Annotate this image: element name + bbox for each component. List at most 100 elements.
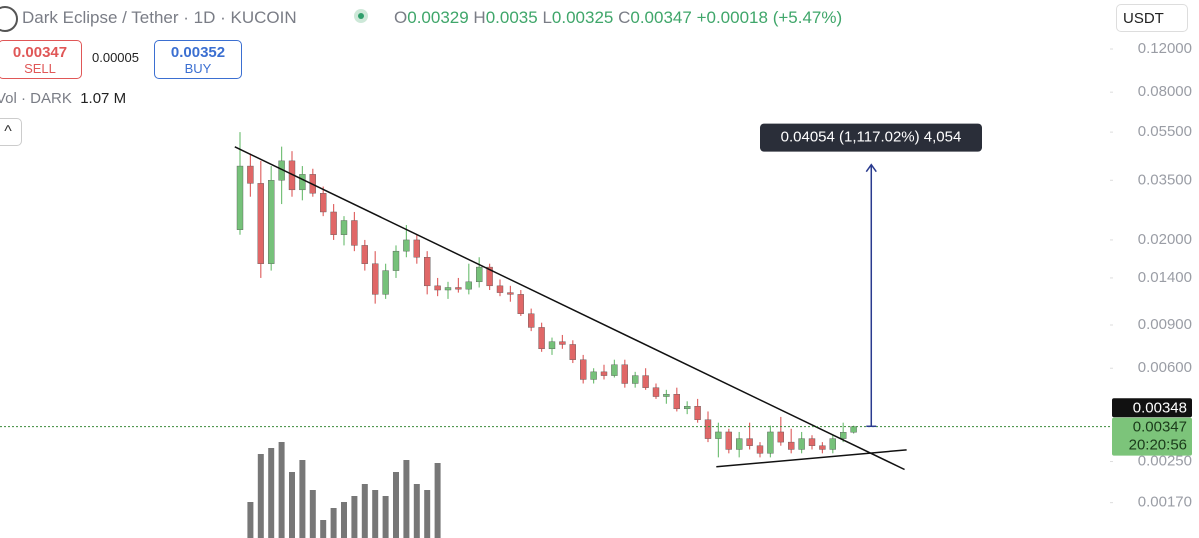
measure-label: 0.04054 (1,117.02%) 4,054 — [781, 129, 962, 146]
volume-bar — [413, 484, 420, 538]
candle-body — [788, 441, 795, 450]
candle-body — [382, 270, 389, 295]
buy-button[interactable]: 0.00352 BUY — [154, 40, 242, 79]
volume-bar — [424, 490, 431, 538]
candle-body — [403, 239, 410, 252]
measure-arrowhead — [865, 163, 877, 173]
volume-bar — [434, 463, 441, 538]
y-tick-label: 0.02000 — [1138, 231, 1192, 248]
candle-body — [538, 327, 545, 350]
volume-bar — [372, 490, 379, 538]
o-value: 0.00329 — [407, 8, 469, 27]
candle-body — [268, 180, 275, 264]
volume-bar — [320, 520, 327, 538]
candle-body — [559, 341, 566, 345]
c-label: C — [618, 8, 631, 27]
candle-body — [725, 431, 732, 450]
volume-bar — [393, 472, 399, 538]
candle-body — [548, 341, 556, 350]
candle-body — [444, 287, 452, 291]
candle-body — [528, 313, 535, 328]
candle-body — [434, 285, 441, 291]
candle-body — [704, 419, 712, 439]
candle-body — [413, 239, 420, 258]
logo — [0, 6, 18, 32]
candle-body — [600, 371, 608, 376]
y-tick-label: 0.08000 — [1138, 83, 1192, 100]
o-label: O — [394, 8, 408, 27]
candle-body — [694, 406, 701, 420]
candle-body — [372, 263, 379, 295]
price-tag-box — [1112, 398, 1192, 418]
volume-bar — [299, 460, 306, 538]
candle-body — [632, 375, 639, 384]
sell-label: SELL — [24, 61, 56, 76]
candle-body — [611, 364, 618, 376]
measure-label-box — [760, 123, 982, 152]
candle-body — [424, 257, 431, 287]
candle-body — [829, 438, 836, 450]
volume-bar — [289, 472, 295, 538]
spread: 0.00005 — [92, 50, 139, 65]
h-label: H — [473, 8, 486, 27]
c-value: 0.00347 — [630, 8, 692, 27]
volume-bar — [268, 448, 275, 538]
volume-bar — [278, 442, 285, 538]
volume-bar — [403, 460, 410, 538]
change: +0.00018 — [696, 8, 768, 27]
vol-value: 1.07 M — [80, 90, 127, 107]
volume-bar — [247, 502, 254, 538]
candle-body — [247, 165, 254, 184]
candle-body — [850, 426, 857, 433]
vol-label: Vol · DARK — [0, 90, 72, 107]
currency-select[interactable]: USDT — [1116, 4, 1188, 32]
volume-bar — [341, 502, 347, 538]
y-tick-label: 0.00600 — [1138, 359, 1192, 376]
l-label: L — [542, 8, 552, 27]
trend-line — [234, 146, 905, 471]
candle-body — [257, 183, 264, 264]
candle-body — [777, 431, 784, 443]
collapse-button[interactable]: ^ — [0, 118, 22, 146]
candle-body — [808, 438, 816, 446]
y-tick-label: 0.03500 — [1138, 171, 1192, 188]
l-value: 0.00325 — [551, 8, 614, 27]
candle-body — [819, 445, 826, 450]
candle-body — [590, 371, 597, 380]
candle-body — [746, 438, 753, 446]
volume-bar — [330, 508, 337, 538]
candle-body — [621, 364, 628, 384]
candle-body — [767, 431, 774, 454]
candle-body — [642, 375, 649, 388]
candle-body — [486, 266, 493, 287]
candle-body — [673, 394, 680, 410]
candle-body — [236, 165, 244, 230]
candle-body — [299, 174, 306, 191]
symbol[interactable]: Dark Eclipse / Tether · 1D · KUCOIN — [22, 8, 297, 27]
candle-body — [496, 285, 504, 293]
candle-body — [715, 431, 722, 439]
ohlc: O0.00329 H0.0035 L0.00325 C0.00347 +0.00… — [394, 8, 842, 28]
candle-body — [320, 193, 327, 213]
buy-label: BUY — [184, 61, 212, 76]
last-price-box — [1112, 417, 1192, 456]
candle-body — [351, 220, 358, 246]
candle-body — [684, 406, 691, 410]
candle-body — [756, 445, 764, 454]
candle-body — [517, 294, 524, 314]
volume-bar — [257, 454, 264, 538]
candle-body — [455, 287, 462, 290]
volume-bar — [351, 496, 358, 538]
y-tick-label: 0.01400 — [1138, 269, 1192, 286]
candle-body — [476, 266, 483, 283]
sell-button[interactable]: 0.00347 SELL — [0, 40, 82, 79]
y-tick-label: 0.12000 — [1138, 40, 1192, 57]
candle-body — [840, 432, 847, 439]
candle-body — [330, 211, 337, 235]
last-price: 0.00347 — [1133, 419, 1187, 436]
y-tick-label: 0.00170 — [1138, 494, 1192, 511]
volume-bar — [382, 496, 389, 538]
volume-bar — [361, 484, 368, 538]
